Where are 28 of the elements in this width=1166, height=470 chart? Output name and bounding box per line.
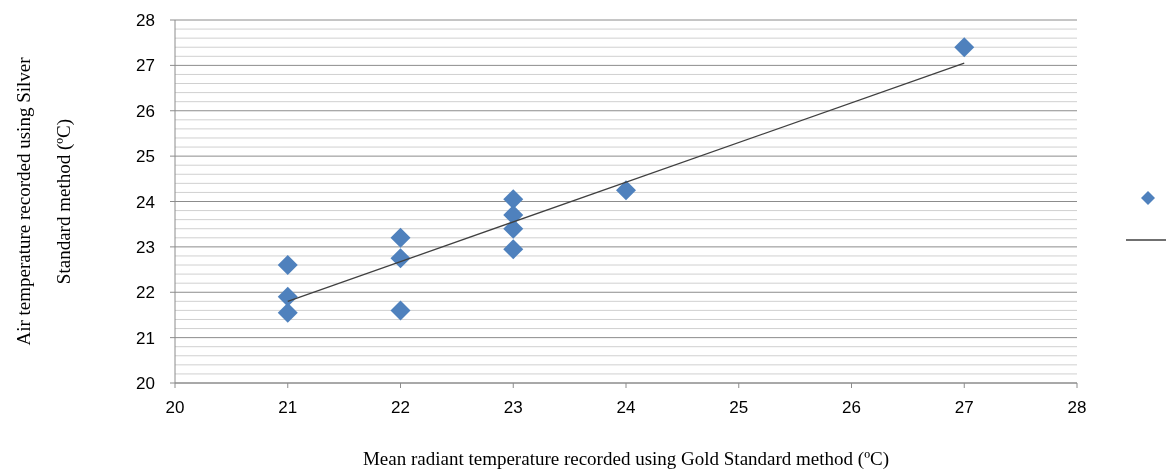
x-tick-label: 20 bbox=[165, 398, 185, 417]
y-tick-label: 21 bbox=[136, 328, 155, 348]
y-tick-label: 20 bbox=[136, 374, 155, 393]
y-tick-label: 28 bbox=[136, 11, 155, 30]
x-tick-label: 22 bbox=[391, 398, 410, 417]
y-axis-title: Air temperature recorded using Silver Standard method (ºC) bbox=[13, 56, 75, 346]
point bbox=[503, 239, 524, 260]
point bbox=[390, 227, 411, 248]
point bbox=[503, 189, 524, 210]
y-tick-label: 26 bbox=[136, 101, 155, 121]
y-tick-label: 22 bbox=[136, 283, 155, 303]
point bbox=[277, 255, 298, 276]
x-tick-label: 27 bbox=[954, 398, 974, 417]
x-tick-label: 24 bbox=[616, 398, 636, 417]
y-tick-label: 25 bbox=[136, 147, 155, 167]
x-tick-label: 25 bbox=[729, 398, 749, 417]
y-tick-label: 24 bbox=[136, 192, 155, 212]
point bbox=[390, 300, 411, 321]
point bbox=[616, 180, 636, 201]
y-tick-label: 27 bbox=[136, 56, 155, 76]
point bbox=[954, 37, 975, 58]
x-tick-label: 26 bbox=[842, 398, 861, 417]
x-tick-label: 23 bbox=[503, 398, 523, 417]
point bbox=[277, 302, 298, 323]
x-axis-title: Mean radiant temperature recorded using Gold Standard method (ºC) bbox=[362, 448, 890, 470]
y-tick-label: 23 bbox=[136, 237, 155, 257]
x-tick-label: 28 bbox=[1067, 398, 1087, 417]
x-tick-label: 21 bbox=[278, 398, 298, 417]
